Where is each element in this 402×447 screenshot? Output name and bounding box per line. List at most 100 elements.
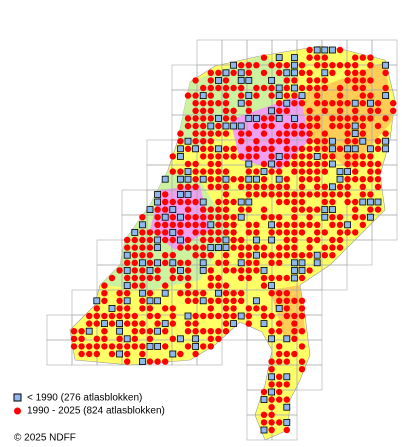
recent-record <box>124 350 131 358</box>
recent-record <box>276 69 283 77</box>
old-record <box>283 403 291 411</box>
recent-record <box>86 312 93 320</box>
recent-record <box>314 138 321 145</box>
recent-record <box>245 100 252 107</box>
old-record <box>366 198 374 206</box>
recent-record <box>291 130 298 137</box>
recent-record <box>321 138 328 145</box>
recent-record <box>93 312 101 320</box>
recent-record <box>230 84 237 92</box>
recent-record <box>359 176 366 183</box>
recent-record <box>200 290 207 297</box>
recent-record <box>215 100 222 107</box>
recent-record <box>298 358 306 365</box>
old-record <box>268 107 276 115</box>
recent-record <box>162 282 169 289</box>
old-record <box>260 426 268 434</box>
recent-record <box>245 206 252 213</box>
recent-record <box>230 305 237 312</box>
recent-record <box>230 244 237 251</box>
old-record <box>176 266 184 274</box>
recent-record <box>184 282 192 289</box>
atlas-cell <box>346 239 373 266</box>
old-record <box>290 115 298 122</box>
recent-record <box>314 183 321 190</box>
recent-record <box>253 191 260 198</box>
recent-record <box>70 335 78 342</box>
old-record <box>176 213 184 221</box>
old-record <box>359 137 367 145</box>
recent-record <box>207 343 214 350</box>
old-record <box>230 61 238 69</box>
recent-record <box>260 160 268 168</box>
recent-record <box>70 328 78 335</box>
recent-record <box>298 221 306 228</box>
recent-record <box>336 244 344 251</box>
recent-record <box>283 312 290 320</box>
recent-record <box>336 122 344 130</box>
recent-record <box>108 350 116 358</box>
recent-record <box>276 138 283 145</box>
old-record <box>290 69 298 77</box>
old-record <box>268 388 276 396</box>
recent-record <box>306 46 313 54</box>
recent-record <box>169 252 176 259</box>
recent-record <box>344 160 351 168</box>
recent-record <box>298 229 306 236</box>
atlas-cell <box>46 339 73 366</box>
recent-record <box>177 198 184 206</box>
recent-record <box>276 259 283 266</box>
recent-record <box>283 61 290 69</box>
recent-record <box>306 84 313 92</box>
recent-record <box>162 343 169 350</box>
recent-record <box>382 115 389 122</box>
recent-record <box>230 145 237 152</box>
recent-record <box>108 274 116 282</box>
recent-record <box>230 312 237 320</box>
recent-record <box>215 221 222 228</box>
recent-record <box>245 259 252 266</box>
recent-record <box>192 312 199 320</box>
old-record <box>290 266 298 274</box>
recent-record <box>200 138 207 145</box>
old-record <box>328 183 336 191</box>
recent-record <box>314 236 321 244</box>
recent-record <box>268 84 275 92</box>
recent-record <box>215 297 222 304</box>
recent-record <box>200 130 207 137</box>
recent-record <box>352 115 359 122</box>
recent-record <box>207 138 214 145</box>
recent-record <box>222 297 230 304</box>
recent-record <box>253 221 260 228</box>
recent-record <box>291 244 298 251</box>
old-record <box>290 274 298 282</box>
recent-record <box>245 320 252 327</box>
recent-record <box>298 206 306 213</box>
recent-record <box>207 297 214 304</box>
recent-record <box>283 122 290 130</box>
recent-record <box>215 259 222 266</box>
recent-record <box>283 229 290 236</box>
recent-record <box>298 130 306 137</box>
recent-record <box>169 221 176 228</box>
old-record <box>154 259 162 267</box>
recent-record <box>184 145 192 152</box>
old-record <box>260 320 268 328</box>
recent-record <box>222 214 230 221</box>
recent-record <box>298 252 306 259</box>
old-record <box>184 168 192 176</box>
old-record <box>351 99 359 107</box>
old-record <box>237 99 245 107</box>
old-record <box>131 228 139 236</box>
recent-record <box>268 404 275 411</box>
old-record <box>313 251 321 259</box>
recent-record <box>146 290 154 297</box>
recent-record <box>268 252 275 259</box>
recent-record <box>162 328 169 335</box>
recent-record <box>222 312 230 320</box>
recent-record <box>298 183 306 190</box>
recent-record <box>162 358 169 365</box>
recent-record <box>207 312 214 320</box>
recent-record <box>131 328 138 335</box>
recent-record <box>238 130 245 137</box>
